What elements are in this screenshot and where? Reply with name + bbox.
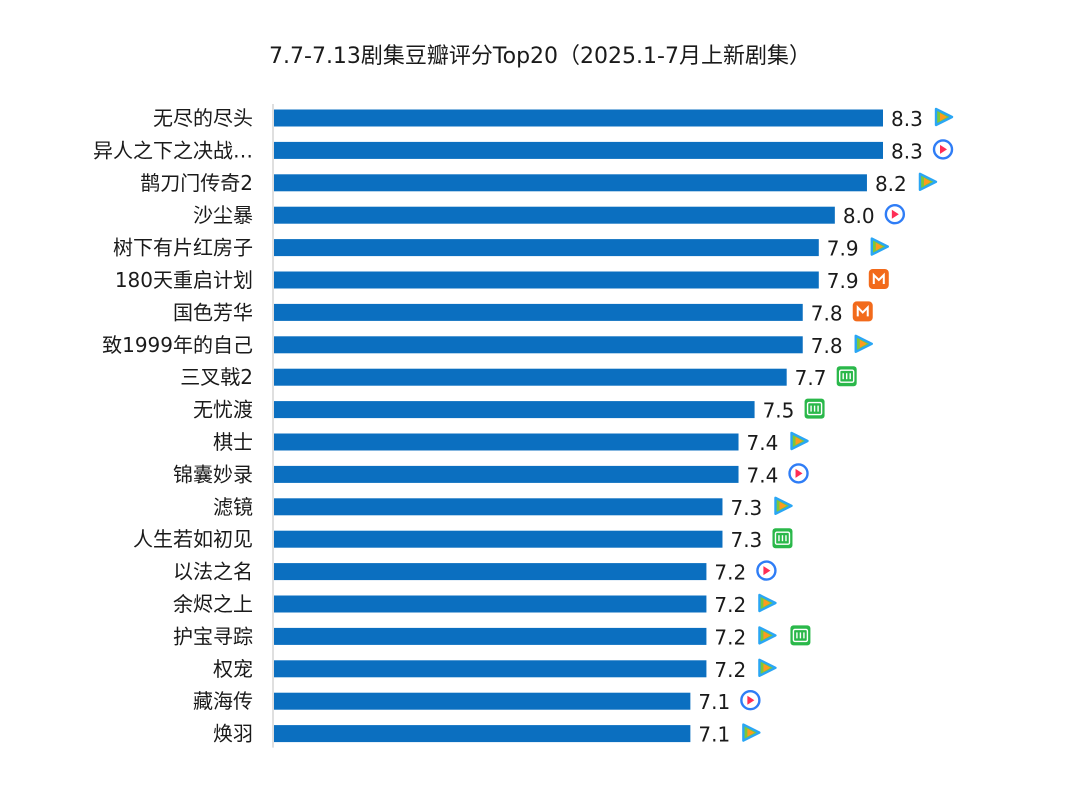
category-label: 藏海传 (193, 689, 253, 713)
bar (274, 368, 787, 386)
tencent-video-icon (758, 626, 777, 645)
bar (274, 627, 707, 645)
category-label: 护宝寻踪 (173, 624, 253, 648)
youku-icon (884, 203, 906, 225)
value-label: 7.2 (714, 561, 746, 585)
category-label: 三叉戟2 (180, 365, 253, 389)
mango-tv-icon (868, 269, 889, 289)
category-label: 余烬之上 (173, 592, 253, 616)
tencent-video-icon (870, 237, 889, 256)
category-label: 树下有片红房子 (113, 236, 253, 260)
tencent-video-icon (854, 334, 873, 353)
bar (274, 595, 707, 613)
youku-icon (932, 139, 954, 160)
bar (274, 271, 819, 289)
tencent-video-icon (758, 593, 777, 613)
value-label: 7.8 (811, 301, 843, 325)
category-label: 鹊刀门传奇2 (140, 171, 253, 195)
value-label: 7.8 (811, 334, 843, 358)
bar (274, 725, 691, 743)
value-label: 7.4 (747, 431, 779, 455)
tencent-video-icon (790, 431, 809, 451)
value-label: 8.0 (843, 204, 875, 228)
category-label: 滤镜 (213, 495, 253, 519)
value-label: 7.2 (714, 625, 746, 649)
category-label: 致1999年的自己 (102, 333, 253, 357)
value-label: 7.2 (714, 658, 746, 682)
bar (274, 174, 867, 192)
category-label: 权宠 (213, 657, 253, 681)
value-label: 8.3 (891, 139, 923, 163)
value-label: 7.2 (714, 593, 746, 617)
bar (274, 563, 707, 581)
category-label: 锦囊妙录 (173, 462, 253, 486)
bar (274, 692, 691, 710)
category-label: 异人之下之决战… (93, 138, 253, 162)
bar (274, 465, 739, 483)
bar (274, 206, 835, 224)
bar (274, 141, 883, 159)
value-label: 7.4 (747, 463, 779, 487)
bar (274, 660, 707, 678)
bars-layer: 无尽的尽头 8.3 异人之下之决战… 8.3 鹊刀门传奇2 8.2 沙尘暴 8.0 树下有片红房… (93, 104, 954, 748)
category-label: 国色芳华 (173, 300, 253, 324)
tencent-video-icon (758, 658, 777, 677)
youku-icon (740, 690, 761, 711)
value-label: 7.1 (698, 723, 730, 747)
chart-title: 7.7-7.13剧集豆瓣评分Top20（2025.1-7月上新剧集） (269, 44, 811, 69)
tencent-video-icon (918, 172, 938, 191)
bar (274, 530, 723, 548)
value-label: 7.1 (698, 690, 730, 714)
value-label: 7.9 (827, 269, 859, 293)
bar (274, 239, 819, 257)
bar (274, 109, 883, 127)
category-label: 棋士 (213, 430, 253, 454)
bar (274, 401, 755, 419)
category-label: 无尽的尽头 (153, 106, 253, 130)
category-label: 人生若如初见 (133, 527, 253, 551)
value-label: 7.5 (763, 399, 795, 423)
youku-icon (756, 560, 777, 581)
category-label: 焕羽 (213, 722, 253, 746)
iqiyi-icon (836, 366, 857, 387)
value-label: 7.7 (795, 366, 827, 390)
bar (274, 336, 803, 354)
value-label: 7.3 (730, 528, 762, 552)
iqiyi-icon (804, 398, 825, 419)
bar (274, 498, 723, 516)
category-label: 沙尘暴 (193, 203, 253, 227)
youku-icon (788, 463, 809, 484)
category-label: 以法之名 (173, 560, 253, 584)
value-label: 7.3 (730, 496, 762, 520)
tencent-video-icon (774, 496, 793, 515)
value-label: 8.3 (891, 107, 923, 131)
value-label: 7.9 (827, 237, 859, 261)
category-label: 180天重启计划 (115, 268, 253, 292)
iqiyi-icon (790, 625, 811, 646)
bar (274, 303, 803, 321)
value-label: 8.2 (875, 172, 907, 196)
iqiyi-icon (772, 528, 793, 549)
tencent-video-icon (934, 107, 954, 127)
tencent-video-icon (742, 723, 761, 742)
category-label: 无忧渡 (193, 398, 253, 422)
bar (274, 433, 739, 451)
mango-tv-icon (852, 301, 873, 322)
